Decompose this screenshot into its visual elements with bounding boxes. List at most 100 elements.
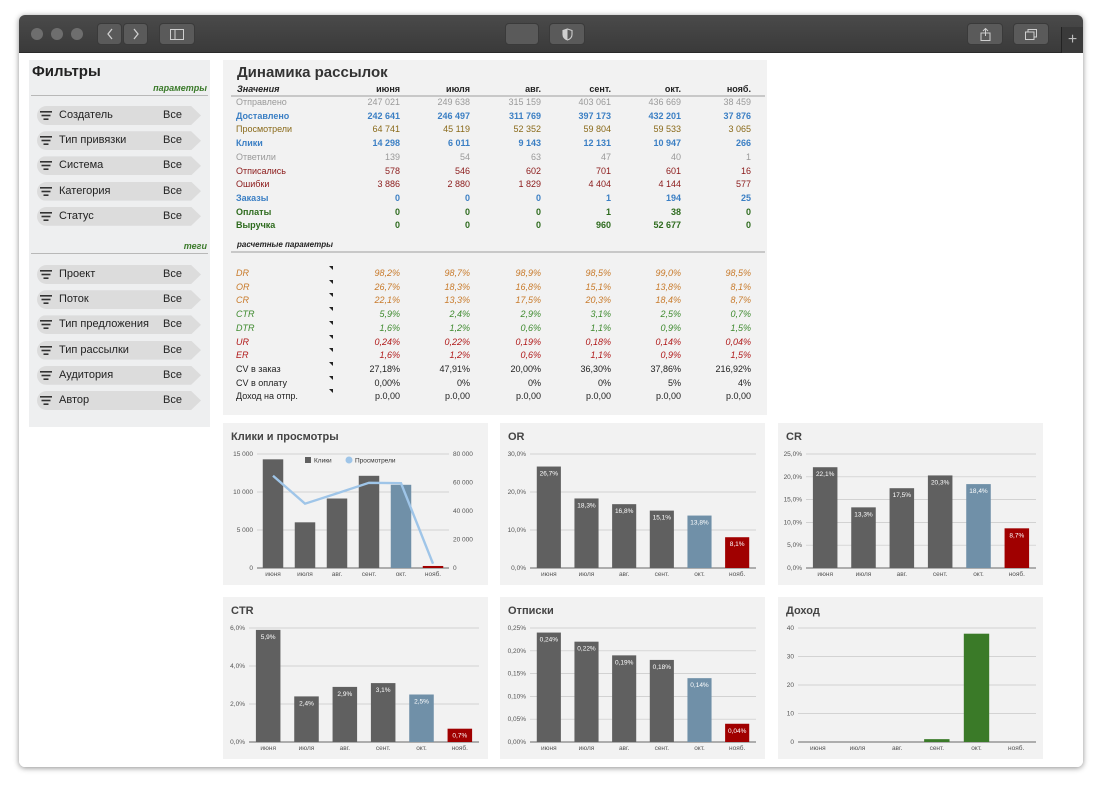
calc-divider bbox=[231, 251, 765, 253]
legend-label: Просмотрели bbox=[355, 458, 396, 465]
bar[interactable] bbox=[574, 641, 599, 742]
filter-tags-4[interactable]: Аудитория Все bbox=[37, 365, 201, 385]
filter-tags-5[interactable]: Автор Все bbox=[37, 391, 201, 410]
row-label: Доход на отпр. bbox=[236, 391, 298, 402]
bar[interactable] bbox=[612, 504, 637, 568]
bar[interactable] bbox=[924, 739, 950, 742]
filter-params-1[interactable]: Тип привязки Все bbox=[37, 131, 201, 151]
x-tick-label: июля bbox=[579, 571, 595, 578]
filter-tags-2[interactable]: Тип предложения Все bbox=[37, 315, 201, 335]
table-cell: 10 947 bbox=[653, 138, 681, 149]
bar[interactable] bbox=[262, 459, 284, 568]
bar[interactable] bbox=[409, 694, 434, 743]
y-tick-label: 0,10% bbox=[508, 693, 527, 700]
minimize-window-icon[interactable] bbox=[51, 28, 63, 40]
bar[interactable] bbox=[294, 522, 316, 568]
bar[interactable] bbox=[358, 475, 380, 568]
table-cell: 37 876 bbox=[723, 110, 751, 121]
filter-tags-3[interactable]: Тип рассылки Все bbox=[37, 340, 201, 360]
line-series[interactable] bbox=[272, 474, 435, 565]
close-window-icon[interactable] bbox=[31, 28, 43, 40]
chart-cr: CR 0,0% 5,0% 10,0% 15,0% 20,0% 25,0% 22,1% июня… bbox=[778, 423, 1043, 585]
x-tick-label: окт. bbox=[971, 745, 982, 752]
bar[interactable] bbox=[649, 659, 674, 742]
table-cell: 194 bbox=[665, 192, 681, 203]
filter-icon bbox=[40, 320, 52, 330]
chart-ctr: CTR 0,0% 2,0% 4,0% 6,0% 5,9% июня 2,4% июля 2,9%… bbox=[223, 597, 488, 759]
bar[interactable] bbox=[612, 655, 637, 742]
y-tick-label: 0 bbox=[790, 739, 794, 746]
bar[interactable] bbox=[574, 498, 599, 568]
back-button[interactable] bbox=[97, 23, 122, 45]
sidebar-toggle-button[interactable] bbox=[159, 23, 195, 45]
bar[interactable] bbox=[326, 498, 348, 568]
plus-icon: + bbox=[1067, 31, 1078, 48]
bar[interactable] bbox=[1004, 528, 1030, 568]
filter-tags-1[interactable]: Поток Все bbox=[37, 290, 201, 310]
bar[interactable] bbox=[725, 537, 750, 568]
share-button[interactable] bbox=[967, 23, 1003, 45]
x-tick-label: июля bbox=[856, 571, 872, 578]
reader-button[interactable] bbox=[505, 23, 539, 45]
bar[interactable] bbox=[927, 475, 953, 568]
bar[interactable] bbox=[294, 696, 319, 742]
table-cell: 0,22% bbox=[444, 336, 470, 347]
bar[interactable] bbox=[963, 633, 990, 742]
data-label: 2,4% bbox=[299, 700, 314, 707]
bar[interactable] bbox=[687, 678, 712, 742]
bar[interactable] bbox=[422, 565, 444, 568]
bar[interactable] bbox=[966, 484, 991, 568]
bar[interactable] bbox=[649, 510, 674, 568]
row-label: Заказы bbox=[236, 192, 269, 203]
table-row: Заказы 0 0 0 1 194 25 bbox=[223, 193, 767, 206]
filter-label: Тип привязки bbox=[59, 134, 127, 147]
table-cell: 0 bbox=[394, 206, 400, 217]
filter-icon bbox=[40, 136, 52, 146]
forward-button[interactable] bbox=[123, 23, 148, 45]
bar[interactable] bbox=[812, 467, 838, 568]
table-row: Доход на отпр. р.0,00 р.0,00 р.0,00 р.0,00 р.… bbox=[223, 389, 767, 404]
filter-params-4[interactable]: Статус Все bbox=[37, 206, 201, 226]
table-cell: 315 159 bbox=[508, 97, 541, 107]
tabs-overview-button[interactable] bbox=[1013, 23, 1049, 45]
table-cell: 1,2% bbox=[449, 322, 470, 333]
bar[interactable] bbox=[536, 466, 561, 568]
tags-section-label: теги bbox=[183, 241, 207, 251]
x-tick-label: окт. bbox=[694, 745, 705, 752]
chart-clicks-views: Клики и просмотры 0 5 000 10 000 15 000 июня… bbox=[223, 423, 488, 585]
maximize-window-icon[interactable] bbox=[71, 28, 83, 40]
y-tick-label: 0,0% bbox=[787, 565, 802, 572]
bar[interactable] bbox=[390, 484, 412, 568]
privacy-shield-button[interactable] bbox=[549, 23, 585, 45]
filter-params-2[interactable]: Система Все bbox=[37, 156, 201, 176]
filter-icon bbox=[40, 270, 52, 279]
params-section-label: параметры bbox=[153, 83, 207, 93]
filter-icon bbox=[40, 211, 52, 221]
bar[interactable] bbox=[725, 723, 750, 742]
bar[interactable] bbox=[332, 686, 358, 742]
filter-value: Все bbox=[163, 368, 182, 381]
bar[interactable] bbox=[889, 488, 915, 568]
table-cell: 0,00% bbox=[374, 377, 400, 388]
bar[interactable] bbox=[255, 629, 281, 742]
table-row: ER 1,6% 1,2% 0,6% 1,1% 0,9% 1,5% bbox=[223, 348, 767, 363]
note-marker-icon bbox=[329, 348, 333, 353]
note-marker-icon bbox=[329, 320, 333, 325]
bar[interactable] bbox=[447, 728, 473, 742]
table-cell: 0% bbox=[527, 377, 541, 388]
bar[interactable] bbox=[687, 515, 712, 568]
bar[interactable] bbox=[370, 683, 396, 742]
filter-tags-0[interactable]: Проект Все bbox=[37, 265, 201, 284]
table-cell: 13,3% bbox=[444, 295, 470, 306]
x-tick-label: июля bbox=[579, 745, 595, 752]
bar[interactable] bbox=[536, 632, 561, 742]
x-tick-label: июня bbox=[541, 745, 557, 752]
row-label: DR bbox=[236, 268, 249, 278]
table-cell: 249 638 bbox=[437, 97, 470, 107]
filter-value: Все bbox=[163, 184, 182, 197]
new-tab-button[interactable]: + bbox=[1061, 27, 1083, 53]
filter-params-3[interactable]: Категория Все bbox=[37, 181, 201, 201]
row-label: CV в оплату bbox=[236, 377, 287, 388]
filter-params-0[interactable]: Создатель Все bbox=[37, 106, 201, 125]
bar[interactable] bbox=[851, 507, 876, 568]
